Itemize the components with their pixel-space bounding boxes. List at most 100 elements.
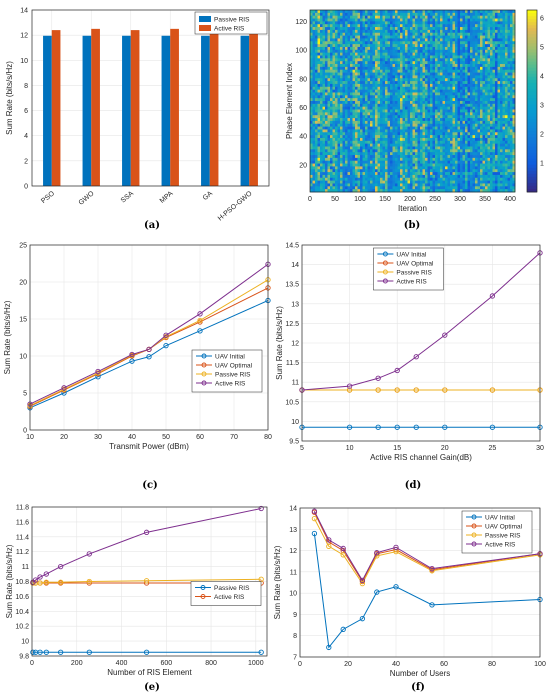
heatmap-cell [382,149,386,153]
heatmap-cell [442,160,446,164]
heatmap-cell [402,120,406,125]
heatmap-cell [387,24,391,28]
heatmap-cell [400,174,403,179]
heatmap-cell [465,66,468,71]
heatmap-cell [377,55,381,59]
heatmap-cell [432,18,436,22]
heatmap-cell [327,10,331,14]
heatmap-cell [392,18,396,22]
heatmap-cell [367,18,371,22]
heatmap-cell [435,146,438,150]
heatmap-cell [497,46,501,51]
x-tick-label: PSO [40,190,56,205]
heatmap-cell [362,177,366,181]
heatmap-cell [512,12,516,17]
heatmap-cell [335,152,338,156]
heatmap-cell [390,126,393,130]
heatmap-cell [490,120,493,125]
heatmap-cell [382,21,386,25]
heatmap-cell [310,78,313,82]
heatmap-cell [440,24,443,28]
heatmap-cell [372,132,376,136]
heatmap-cell [322,155,326,159]
heatmap-cell [370,35,373,39]
heatmap-cell [352,109,356,113]
heatmap-cell [465,137,468,142]
heatmap-cell [320,55,323,59]
heatmap-cell [507,69,511,73]
heatmap-cell [355,129,358,133]
heatmap-cell [440,75,443,79]
heatmap-cell [382,52,386,56]
heatmap-cell [380,83,383,88]
heatmap-cell [427,78,431,82]
x-tick-label: GA [202,190,215,202]
heatmap-cell [460,49,463,53]
heatmap-cell [437,152,441,156]
heatmap-cell [332,143,336,147]
heatmap-cell [507,174,511,179]
heatmap-cell [417,169,421,173]
heatmap-cell [472,163,476,167]
heatmap-cell [342,103,346,108]
heatmap-cell [445,49,448,53]
heatmap-cell [402,166,406,170]
heatmap-cell [455,81,458,85]
heatmap-cell [420,83,423,88]
heatmap-cell [325,152,328,156]
heatmap-cell [485,172,488,176]
heatmap-cell [487,15,491,19]
heatmap-cell [440,155,443,159]
heatmap-cell [512,123,516,127]
heatmap-cell [427,15,431,19]
heatmap-cell [322,132,326,136]
heatmap-cell [455,120,458,125]
heatmap-cell [387,66,391,71]
heatmap-cell [407,177,411,181]
heatmap-cell [457,95,461,99]
heatmap-cell [432,174,436,179]
heatmap-cell [360,143,363,147]
heatmap-cell [420,78,423,82]
heatmap-cell [465,126,468,130]
heatmap-cell [445,32,448,36]
heatmap-cell [405,27,408,31]
heatmap-cell [477,166,481,170]
heatmap-cell [327,29,331,34]
heatmap-cell [340,78,343,82]
heatmap-cell [322,166,326,170]
heatmap-cell [317,55,321,59]
heatmap-cell [500,46,503,51]
heatmap-cell [507,49,511,53]
heatmap-cell [427,18,431,22]
heatmap-cell [330,41,333,45]
heatmap-cell [452,24,456,28]
heatmap-cell [355,58,358,62]
heatmap-cell [485,41,488,45]
heatmap-cell [480,98,483,102]
heatmap-cell [422,10,426,14]
heatmap-cell [430,69,433,73]
heatmap-cell [415,95,418,99]
heatmap-cell [487,143,491,147]
heatmap-cell [495,35,498,39]
heatmap-cell [375,69,378,73]
heatmap-cell [370,149,373,153]
heatmap-cell [400,163,403,167]
heatmap-cell [487,109,491,113]
heatmap-cell [392,143,396,147]
heatmap-cell [480,163,483,167]
heatmap-cell [405,137,408,142]
heatmap-cell [450,103,453,108]
heatmap-cell [420,174,423,179]
heatmap-cell [395,126,398,130]
heatmap-cell [397,92,401,96]
heatmap-cell [350,21,353,25]
heatmap-cell [335,140,338,144]
heatmap-cell [400,166,403,170]
heatmap-cell [440,21,443,25]
heatmap-cell [312,155,316,159]
heatmap-cell [500,72,503,76]
heatmap-cell [495,92,498,96]
heatmap-cell [380,52,383,56]
